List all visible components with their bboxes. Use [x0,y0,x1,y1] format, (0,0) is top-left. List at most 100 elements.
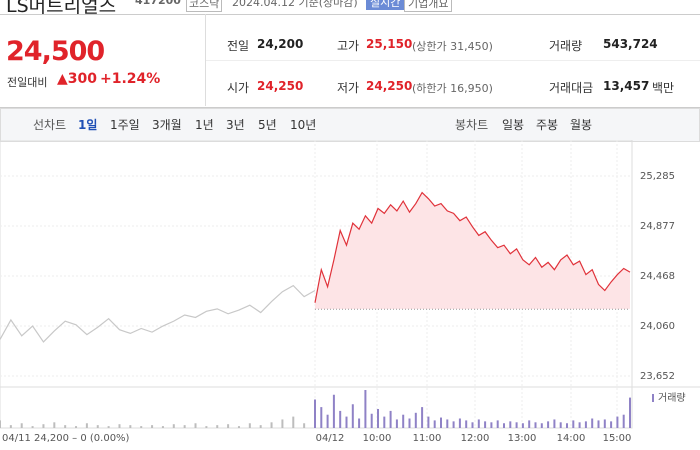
volume-bar [31,426,34,428]
volume-bar [172,424,175,428]
volume-bar [237,426,240,428]
stat-value: 24,250 [257,79,304,93]
volume-bar [389,410,392,428]
stat-unit: 백만 [652,81,675,95]
stat-value: 13,457 [603,79,650,93]
x-tick-label: 10:00 [363,433,392,444]
volume-bar [408,418,411,428]
volume-bar [358,418,361,428]
volume-bar [547,421,550,428]
price-line [314,191,631,303]
period-tab[interactable]: 3개월 [152,118,182,132]
volume-bar [452,421,455,428]
price-panel [0,14,700,108]
x-tick-label: 14:00 [557,433,586,444]
volume-bar [528,420,531,428]
change: ▲300 [57,71,97,87]
x-tick-label: 13:00 [508,433,537,444]
stock-name: LS머트리얼즈 [6,0,117,17]
candle-chart-tab[interactable]: 봉차트 [455,118,489,132]
date: 2024.04.12 기준(장마감) [232,0,358,9]
company-info-button[interactable]: 기업개요 [404,0,453,12]
period-tab[interactable]: 1년 [195,118,214,132]
volume-bar [629,397,631,428]
volume-bar [465,420,468,428]
stat-note: (상한가 31,450) [412,40,493,53]
volume-bar [364,390,367,428]
volume-bar [559,422,562,428]
stat-label: 시가 [227,81,250,95]
volume-bar [107,426,110,428]
stock-code: 417200 [135,0,181,7]
stat-label: 고가 [337,39,360,53]
volume-bar [591,418,594,428]
volume-bar [332,394,335,428]
volume-bar [339,410,342,428]
stat-value: 543,724 [603,37,658,51]
volume-bar [553,419,556,428]
period-tab[interactable]: 1일 [78,118,98,132]
volume-bar [292,416,295,428]
volume-legend-swatch [652,394,654,402]
volume-bar [75,426,78,428]
stat-value: 24,250 [366,79,413,93]
volume-bar [622,414,625,428]
volume-bar [205,426,208,428]
volume-bar [421,407,424,428]
volume-bar [414,412,417,428]
volume-bar [151,425,154,428]
volume-bar [351,404,354,428]
volume-bar [53,422,56,428]
candle-period-tab[interactable]: 월봉 [570,118,593,132]
x-tick-label: 12:00 [461,433,490,444]
volume-bar [227,424,230,428]
y-tick-label: 24,060 [640,321,675,332]
volume-bar [471,422,474,428]
volume-bar [248,423,251,428]
volume-bar [515,422,518,428]
volume-bar [140,426,143,428]
volume-bar [534,422,537,428]
realtime-button[interactable]: 실시간 [366,0,405,10]
volume-bar [42,424,45,428]
stat-label: 저가 [337,81,360,95]
stat-label: 전일 [227,39,250,53]
tab-bar [0,108,700,142]
period-tab[interactable]: 1주일 [110,118,140,132]
chart: 25,285 24,877 24,468 24,060 23,652 04/12 10:00… [0,140,700,444]
volume-bar [9,425,12,428]
divider [206,60,700,61]
period-tab[interactable]: 5년 [258,118,277,132]
volume-bar [477,419,480,428]
volume-bar [161,426,164,428]
market: 코스닥 [186,0,223,12]
volume-bar [270,422,273,428]
period-tab[interactable]: 10년 [290,118,317,132]
volume-bar [129,425,132,428]
current-price: 24,500 [6,36,105,67]
volume-bar [383,416,386,428]
volume-bar [194,423,197,428]
volume-bar [566,423,568,428]
volume-bar [597,420,600,428]
volume-bar [370,413,373,428]
volume-bar [320,407,323,428]
stat-value: 24,200 [257,37,304,51]
line-chart-tab[interactable]: 선차트 [33,118,67,132]
volume-bar [281,419,284,428]
x-tick-label: 11:00 [413,433,442,444]
y-tick-label: 24,877 [640,221,675,232]
volume-bar [490,422,493,428]
y-tick-label: 24,468 [640,271,675,282]
candle-period-tab[interactable]: 주봉 [536,118,559,132]
period-tab[interactable]: 3년 [226,118,245,132]
price-line [0,284,316,343]
candle-period-tab[interactable]: 일봉 [502,118,525,132]
volume-bar [0,420,1,428]
volume-bar [496,420,499,428]
prev-day-label: 04/11 24,200 – 0 (0.00%) [2,433,130,444]
volume-bar [446,419,449,428]
volume-bar [118,424,121,428]
volume-bar [402,414,405,428]
